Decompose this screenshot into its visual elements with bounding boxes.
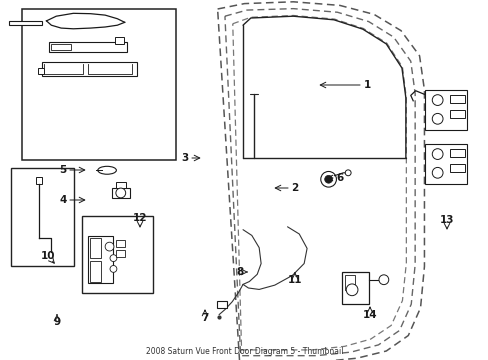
Bar	[425, 144, 466, 184]
Bar	[82, 216, 153, 293]
Text: 5: 5	[59, 165, 66, 175]
Bar	[22, 9, 176, 160]
Text: 8: 8	[236, 267, 243, 277]
Circle shape	[324, 175, 332, 183]
Bar	[38, 68, 43, 74]
Bar	[90, 238, 101, 258]
Bar	[90, 261, 101, 282]
Bar	[449, 149, 464, 157]
Circle shape	[378, 275, 388, 285]
Bar	[449, 95, 464, 103]
Bar	[116, 250, 125, 257]
Circle shape	[320, 171, 336, 187]
Circle shape	[431, 149, 442, 159]
Circle shape	[110, 255, 117, 262]
Text: 11: 11	[287, 275, 302, 285]
Circle shape	[431, 95, 442, 105]
Circle shape	[346, 284, 357, 296]
Text: 14: 14	[362, 310, 377, 320]
Bar	[342, 272, 368, 304]
Bar	[116, 240, 125, 247]
Bar	[344, 275, 354, 290]
Text: 12: 12	[132, 213, 147, 223]
Text: 13: 13	[439, 215, 453, 225]
Circle shape	[105, 242, 114, 251]
Bar	[9, 21, 41, 25]
Bar	[425, 90, 466, 130]
Ellipse shape	[98, 166, 116, 174]
Circle shape	[116, 188, 125, 198]
Circle shape	[345, 170, 350, 176]
Bar	[41, 62, 137, 76]
Bar	[216, 301, 227, 308]
Text: 10: 10	[41, 251, 55, 261]
Bar	[112, 188, 129, 198]
Circle shape	[431, 113, 442, 124]
Text: 3: 3	[181, 153, 188, 163]
Text: 6: 6	[336, 173, 343, 183]
Circle shape	[110, 265, 117, 273]
Bar	[449, 164, 464, 172]
Bar	[51, 44, 71, 50]
Text: 4: 4	[59, 195, 66, 205]
Bar	[88, 236, 113, 283]
Bar	[449, 110, 464, 118]
Bar	[115, 37, 123, 44]
Text: 9: 9	[53, 317, 61, 327]
Bar	[36, 177, 42, 184]
Bar	[49, 42, 127, 52]
Bar	[116, 182, 125, 188]
Text: 2: 2	[291, 183, 298, 193]
Text: 1: 1	[363, 80, 370, 90]
Text: 2008 Saturn Vue Front Door Diagram 5 - Thumbnail: 2008 Saturn Vue Front Door Diagram 5 - T…	[145, 347, 343, 356]
Bar	[11, 168, 74, 266]
Circle shape	[431, 167, 442, 178]
Text: 7: 7	[201, 313, 208, 323]
